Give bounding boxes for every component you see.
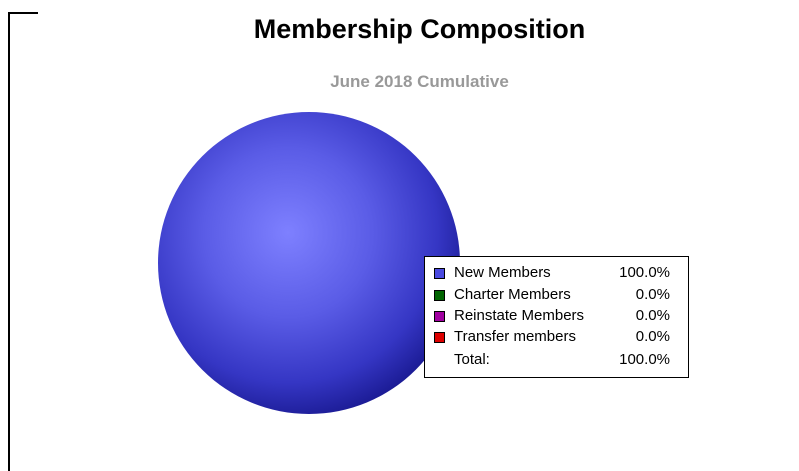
legend-value: 100.0%: [619, 264, 670, 281]
chart-title: Membership Composition: [253, 14, 586, 44]
legend-item-new-members: New Members 100.0%: [425, 264, 688, 284]
legend-item-charter-members: Charter Members 0.0%: [425, 286, 688, 306]
legend-item-transfer-members: Transfer members 0.0%: [425, 328, 688, 348]
legend-total-value: 100.0%: [619, 351, 670, 368]
legend-total-row: Total: 100.0%: [425, 351, 688, 371]
swatch-transfer-members: [434, 332, 445, 343]
legend-total-label: Total:: [454, 351, 490, 368]
legend-label: Reinstate Members: [454, 307, 585, 324]
legend-item-reinstate-members: Reinstate Members 0.0%: [425, 307, 688, 327]
swatch-charter-members: [434, 290, 445, 301]
chart-frame-top: [8, 12, 38, 14]
chart-subtitle: June 2018 Cumulative: [330, 72, 509, 91]
legend-label: New Members: [454, 264, 551, 281]
swatch-new-members: [434, 268, 445, 279]
legend-label: Charter Members: [454, 286, 571, 303]
legend-value: 0.0%: [635, 286, 670, 303]
legend: New Members 100.0% Charter Members 0.0% …: [424, 256, 689, 378]
swatch-reinstate-members: [434, 311, 445, 322]
pie-slice-new-members: [158, 112, 460, 414]
legend-label: Transfer members: [454, 328, 576, 345]
legend-value: 0.0%: [635, 307, 670, 324]
legend-value: 0.0%: [635, 328, 670, 345]
chart-frame-left: [8, 12, 10, 471]
